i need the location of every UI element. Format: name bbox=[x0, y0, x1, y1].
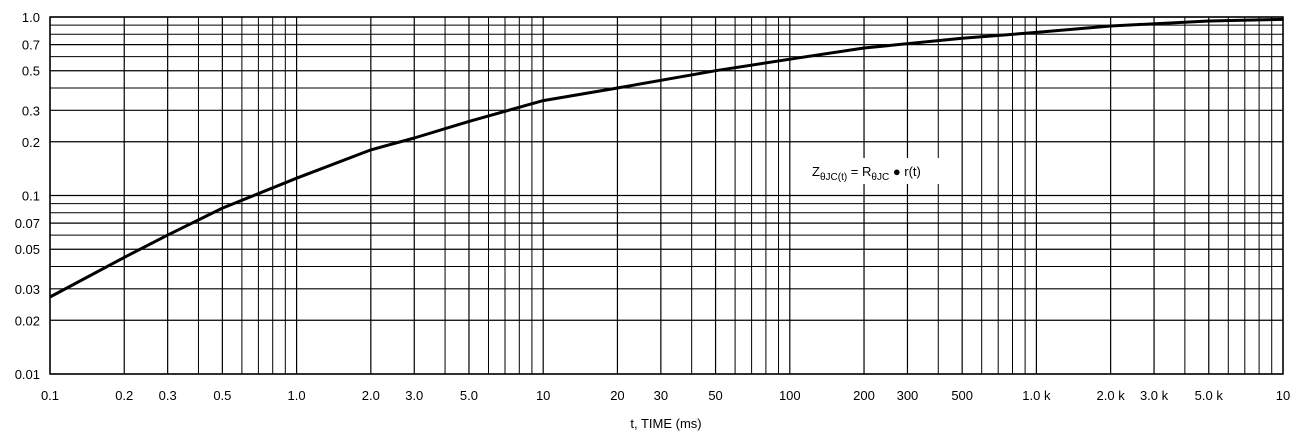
y-tick-label: 0.02 bbox=[15, 313, 40, 328]
x-tick-label: 0.5 bbox=[213, 388, 231, 403]
x-tick-label: 5.0 bbox=[460, 388, 478, 403]
annotation-subscript: θJC bbox=[871, 172, 889, 183]
annotation-text: = R bbox=[847, 164, 871, 179]
curve bbox=[49, 17, 1284, 299]
x-tick-label: 300 bbox=[897, 388, 919, 403]
y-tick-label: 0.3 bbox=[22, 103, 40, 118]
x-tick-label: 20 bbox=[610, 388, 624, 403]
x-axis-label: t, TIME (ms) bbox=[630, 416, 701, 431]
x-tick-label: 500 bbox=[951, 388, 973, 403]
y-tick-label: 0.7 bbox=[22, 38, 40, 53]
annotation-text: Z bbox=[812, 164, 820, 179]
x-tick-label: 3.0 bbox=[405, 388, 423, 403]
x-tick-label: 1.0 k bbox=[1022, 388, 1051, 403]
x-tick-label: 2.0 k bbox=[1097, 388, 1126, 403]
y-tick-label: 0.1 bbox=[22, 189, 40, 204]
annotation-subscript: θJC(t) bbox=[820, 172, 847, 183]
x-tick-label: 2.0 bbox=[362, 388, 380, 403]
annotation-box bbox=[806, 158, 956, 184]
y-tick-label: 0.2 bbox=[22, 135, 40, 150]
x-tick-label: 50 bbox=[708, 388, 722, 403]
y-tick-label: 1.0 bbox=[22, 10, 40, 25]
x-tick-label: 200 bbox=[853, 388, 875, 403]
y-tick-label: 0.07 bbox=[15, 216, 40, 231]
x-tick-label: 30 bbox=[654, 388, 668, 403]
y-tick-label: 0.01 bbox=[15, 367, 40, 382]
x-tick-label: 0.2 bbox=[115, 388, 133, 403]
x-tick-label: 100 bbox=[779, 388, 801, 403]
annotation-text: ● r(t) bbox=[889, 164, 921, 179]
x-tick-label: 10 bbox=[1276, 388, 1290, 403]
y-tick-label: 0.03 bbox=[15, 282, 40, 297]
y-tick-label: 0.5 bbox=[22, 64, 40, 79]
x-tick-label: 3.0 k bbox=[1140, 388, 1169, 403]
x-tick-label: 0.1 bbox=[41, 388, 59, 403]
x-tick-label: 1.0 bbox=[288, 388, 306, 403]
y-tick-label: 0.05 bbox=[15, 242, 40, 257]
plot-frame bbox=[49, 16, 1284, 375]
x-tick-label: 10 bbox=[536, 388, 550, 403]
x-tick-label: 5.0 k bbox=[1195, 388, 1224, 403]
x-tick-label: 0.3 bbox=[159, 388, 177, 403]
annotation: ZθJC(t) = RθJC ● r(t) bbox=[812, 164, 921, 183]
